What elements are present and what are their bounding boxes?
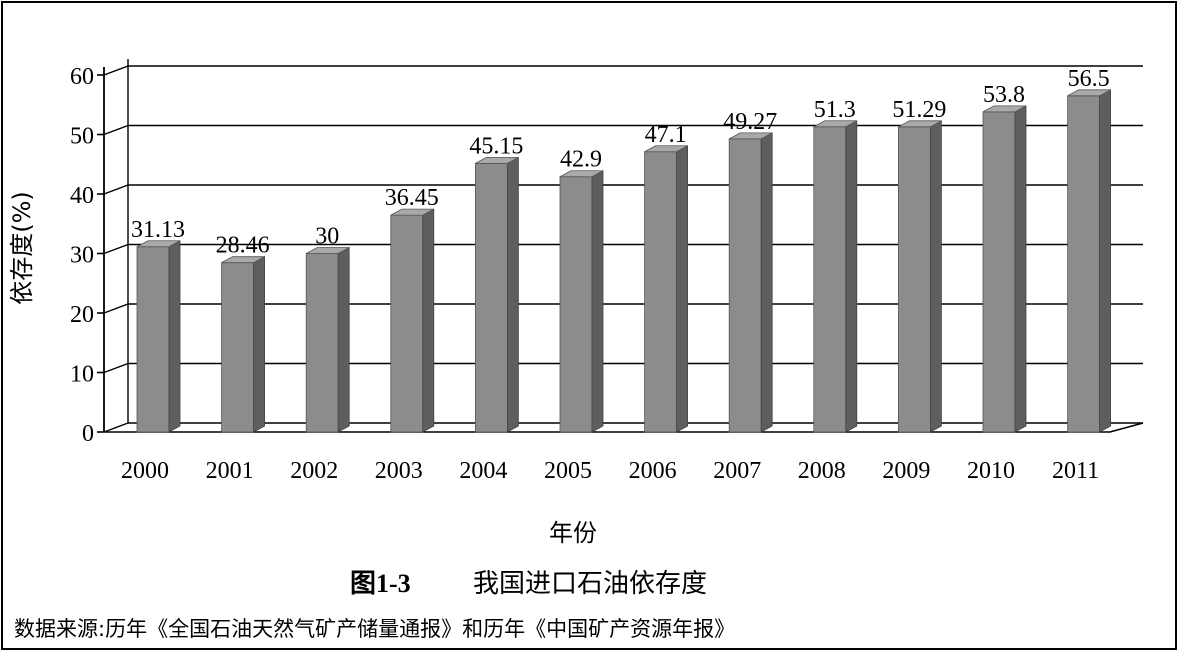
data-label: 51.29 bbox=[892, 97, 946, 123]
bar bbox=[136, 246, 170, 433]
x-tick-label: 2011 bbox=[1052, 458, 1099, 484]
data-label: 53.8 bbox=[983, 82, 1025, 108]
bar bbox=[644, 151, 677, 433]
bar-top bbox=[306, 247, 350, 254]
x-tick-label: 2000 bbox=[121, 458, 169, 484]
x-tick-label: 2008 bbox=[798, 458, 846, 484]
y-tick-label: 10 bbox=[70, 362, 94, 388]
gridline-depth bbox=[103, 243, 129, 255]
labels-layer: 0 10 20 30 40 50 60 31.13 2000 28.46 2001 30 2002 36.… bbox=[70, 64, 1110, 484]
bar bbox=[1067, 95, 1100, 433]
bar bbox=[390, 214, 424, 433]
bars-layer bbox=[136, 89, 1111, 433]
bar-top bbox=[221, 256, 265, 264]
bar-side bbox=[506, 156, 519, 433]
bar-top bbox=[136, 240, 181, 248]
bar bbox=[305, 253, 339, 433]
y-axis-label: 依存度(%) bbox=[8, 191, 36, 305]
bar-top bbox=[898, 120, 942, 128]
bar-top bbox=[813, 120, 857, 128]
bar-side bbox=[253, 255, 266, 433]
y-tick-label: 40 bbox=[70, 183, 94, 209]
bar-side bbox=[168, 240, 181, 433]
x-tick-label: 2007 bbox=[713, 458, 761, 484]
y-tick-label: 50 bbox=[70, 124, 94, 150]
bar-top bbox=[1067, 89, 1111, 97]
x-tick-label: 2006 bbox=[629, 458, 677, 484]
data-label: 28.46 bbox=[216, 233, 270, 259]
bar-top bbox=[559, 170, 604, 178]
x-tick-label: 2005 bbox=[544, 458, 592, 484]
bar bbox=[474, 162, 508, 433]
x-tick-label: 2002 bbox=[290, 458, 338, 484]
bar-side bbox=[845, 120, 858, 433]
bar bbox=[728, 138, 762, 433]
gridline-depth bbox=[103, 65, 129, 76]
bar-side bbox=[1014, 105, 1027, 433]
bar bbox=[898, 126, 931, 433]
data-label: 56.5 bbox=[1068, 66, 1110, 92]
bar-side bbox=[1099, 89, 1111, 433]
gridline-depth bbox=[103, 184, 129, 195]
y-tick-label: 60 bbox=[70, 64, 94, 90]
bar-side bbox=[591, 170, 604, 433]
bar bbox=[559, 176, 593, 433]
x-axis-label: 年份 bbox=[549, 519, 597, 547]
floor-edge bbox=[104, 422, 1144, 433]
x-tick-label: 2003 bbox=[375, 458, 423, 484]
bar-side bbox=[930, 120, 942, 433]
bar-top bbox=[982, 105, 1027, 113]
bar-side bbox=[337, 246, 350, 433]
y-tick-label: 20 bbox=[70, 302, 94, 328]
data-label: 31.13 bbox=[131, 217, 185, 243]
x-tick-label: 2009 bbox=[882, 458, 930, 484]
gridline-depth bbox=[103, 362, 129, 374]
data-label: 30 bbox=[315, 224, 339, 250]
bar-top bbox=[729, 132, 773, 140]
y-tick-label: 0 bbox=[82, 421, 94, 447]
data-label: 47.1 bbox=[645, 122, 687, 148]
x-tick-label: 2004 bbox=[459, 458, 507, 484]
data-label: 36.45 bbox=[385, 185, 439, 211]
x-tick-label: 2010 bbox=[967, 458, 1015, 484]
grid-layer bbox=[97, 59, 1144, 433]
x-tick-label: 2001 bbox=[206, 458, 254, 484]
bar-top bbox=[390, 208, 434, 216]
data-label: 49.27 bbox=[723, 109, 777, 135]
bar bbox=[813, 126, 847, 433]
gridline-depth bbox=[103, 422, 129, 433]
bar-side bbox=[676, 145, 688, 433]
bar-top bbox=[644, 145, 688, 153]
data-label: 51.3 bbox=[814, 97, 856, 123]
bar-side bbox=[760, 132, 773, 433]
bar bbox=[982, 111, 1016, 433]
data-label: 45.15 bbox=[469, 133, 523, 159]
bar-top bbox=[475, 156, 519, 164]
gridline-depth bbox=[103, 303, 129, 314]
y-tick-label: 30 bbox=[70, 243, 94, 269]
gridline-depth bbox=[103, 124, 129, 136]
bar-side bbox=[422, 208, 435, 433]
bar bbox=[221, 262, 255, 433]
data-label: 42.9 bbox=[560, 147, 602, 173]
